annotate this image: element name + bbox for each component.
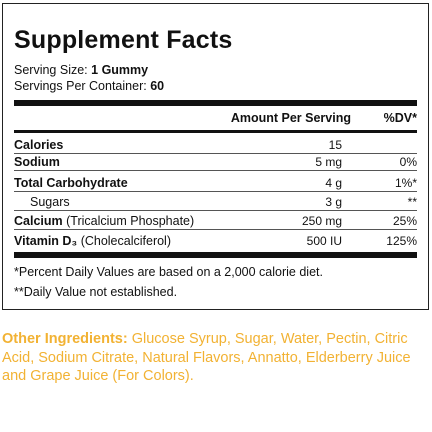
- nutrient-row-sodium: Sodium 5 mg 0%: [14, 155, 417, 171]
- nutrient-row-total-carbohydrate: Total Carbohydrate 4 g 1%*: [14, 176, 417, 192]
- other-ingredients-label: Other Ingredients:: [2, 331, 128, 347]
- nutrient-dv: 1%*: [394, 176, 417, 190]
- serving-size: Serving Size: 1 Gummy: [14, 63, 148, 78]
- divider-header: [14, 130, 417, 133]
- nutrient-name: Sugars: [30, 195, 70, 209]
- footnote-daily-values: *Percent Daily Values are based on a 2,0…: [14, 265, 323, 279]
- nutrient-row-calories: Calories 15: [14, 138, 417, 154]
- nutrient-source: (Cholecalciferol): [80, 234, 171, 248]
- nutrient-dv: 125%: [386, 234, 417, 248]
- panel-title: Supplement Facts: [14, 26, 233, 54]
- nutrient-dv: 0%: [399, 155, 417, 169]
- header-amount-per-serving: Amount Per Serving: [230, 111, 351, 125]
- nutrient-name-group: Vitamin D₃ (Cholecalciferol): [14, 234, 171, 249]
- nutrient-name: Calories: [14, 138, 64, 152]
- servings-label: Servings Per Container:: [14, 79, 147, 93]
- other-ingredients-text: Glucose Syrup, Sugar, Water, Pectin, Cit…: [2, 331, 411, 384]
- nutrient-amount: 5 mg: [315, 155, 342, 169]
- serving-size-label: Serving Size:: [14, 63, 88, 77]
- footnote-not-established: **Daily Value not established.: [14, 285, 178, 299]
- nutrient-name: Total Carbohydrate: [14, 176, 128, 190]
- nutrient-source: (Tricalcium Phosphate): [66, 214, 195, 228]
- nutrient-row-calcium: Calcium (Tricalcium Phosphate) 250 mg 25…: [14, 214, 417, 230]
- nutrient-name: Calcium: [14, 214, 63, 228]
- nutrient-amount: 3 g: [325, 195, 342, 209]
- nutrient-dv: **: [407, 195, 417, 209]
- nutrient-name: Sodium: [14, 155, 60, 169]
- nutrient-amount: 15: [328, 138, 342, 152]
- header-percent-dv: %DV*: [383, 111, 417, 125]
- nutrient-dv: 25%: [392, 214, 417, 228]
- nutrient-amount: 250 mg: [301, 214, 342, 228]
- supplement-facts-panel: Supplement Facts Serving Size: 1 Gummy S…: [2, 3, 429, 310]
- divider-thick-top: [14, 100, 417, 106]
- serving-size-value: 1 Gummy: [91, 63, 149, 77]
- servings-per-container: Servings Per Container: 60: [14, 79, 164, 94]
- other-ingredients: Other Ingredients: Glucose Syrup, Sugar,…: [2, 330, 428, 386]
- nutrient-row-sugars: Sugars 3 g **: [14, 195, 417, 211]
- nutrient-amount: 4 g: [325, 176, 342, 190]
- nutrient-row-vitamin-d: Vitamin D₃ (Cholecalciferol) 500 IU 125%: [14, 234, 417, 249]
- servings-value: 60: [150, 79, 165, 93]
- nutrient-amount: 500 IU: [306, 234, 342, 248]
- nutrient-name: Vitamin D₃: [14, 234, 78, 248]
- nutrient-name-group: Calcium (Tricalcium Phosphate): [14, 214, 194, 229]
- divider-thick-bottom: [14, 252, 417, 258]
